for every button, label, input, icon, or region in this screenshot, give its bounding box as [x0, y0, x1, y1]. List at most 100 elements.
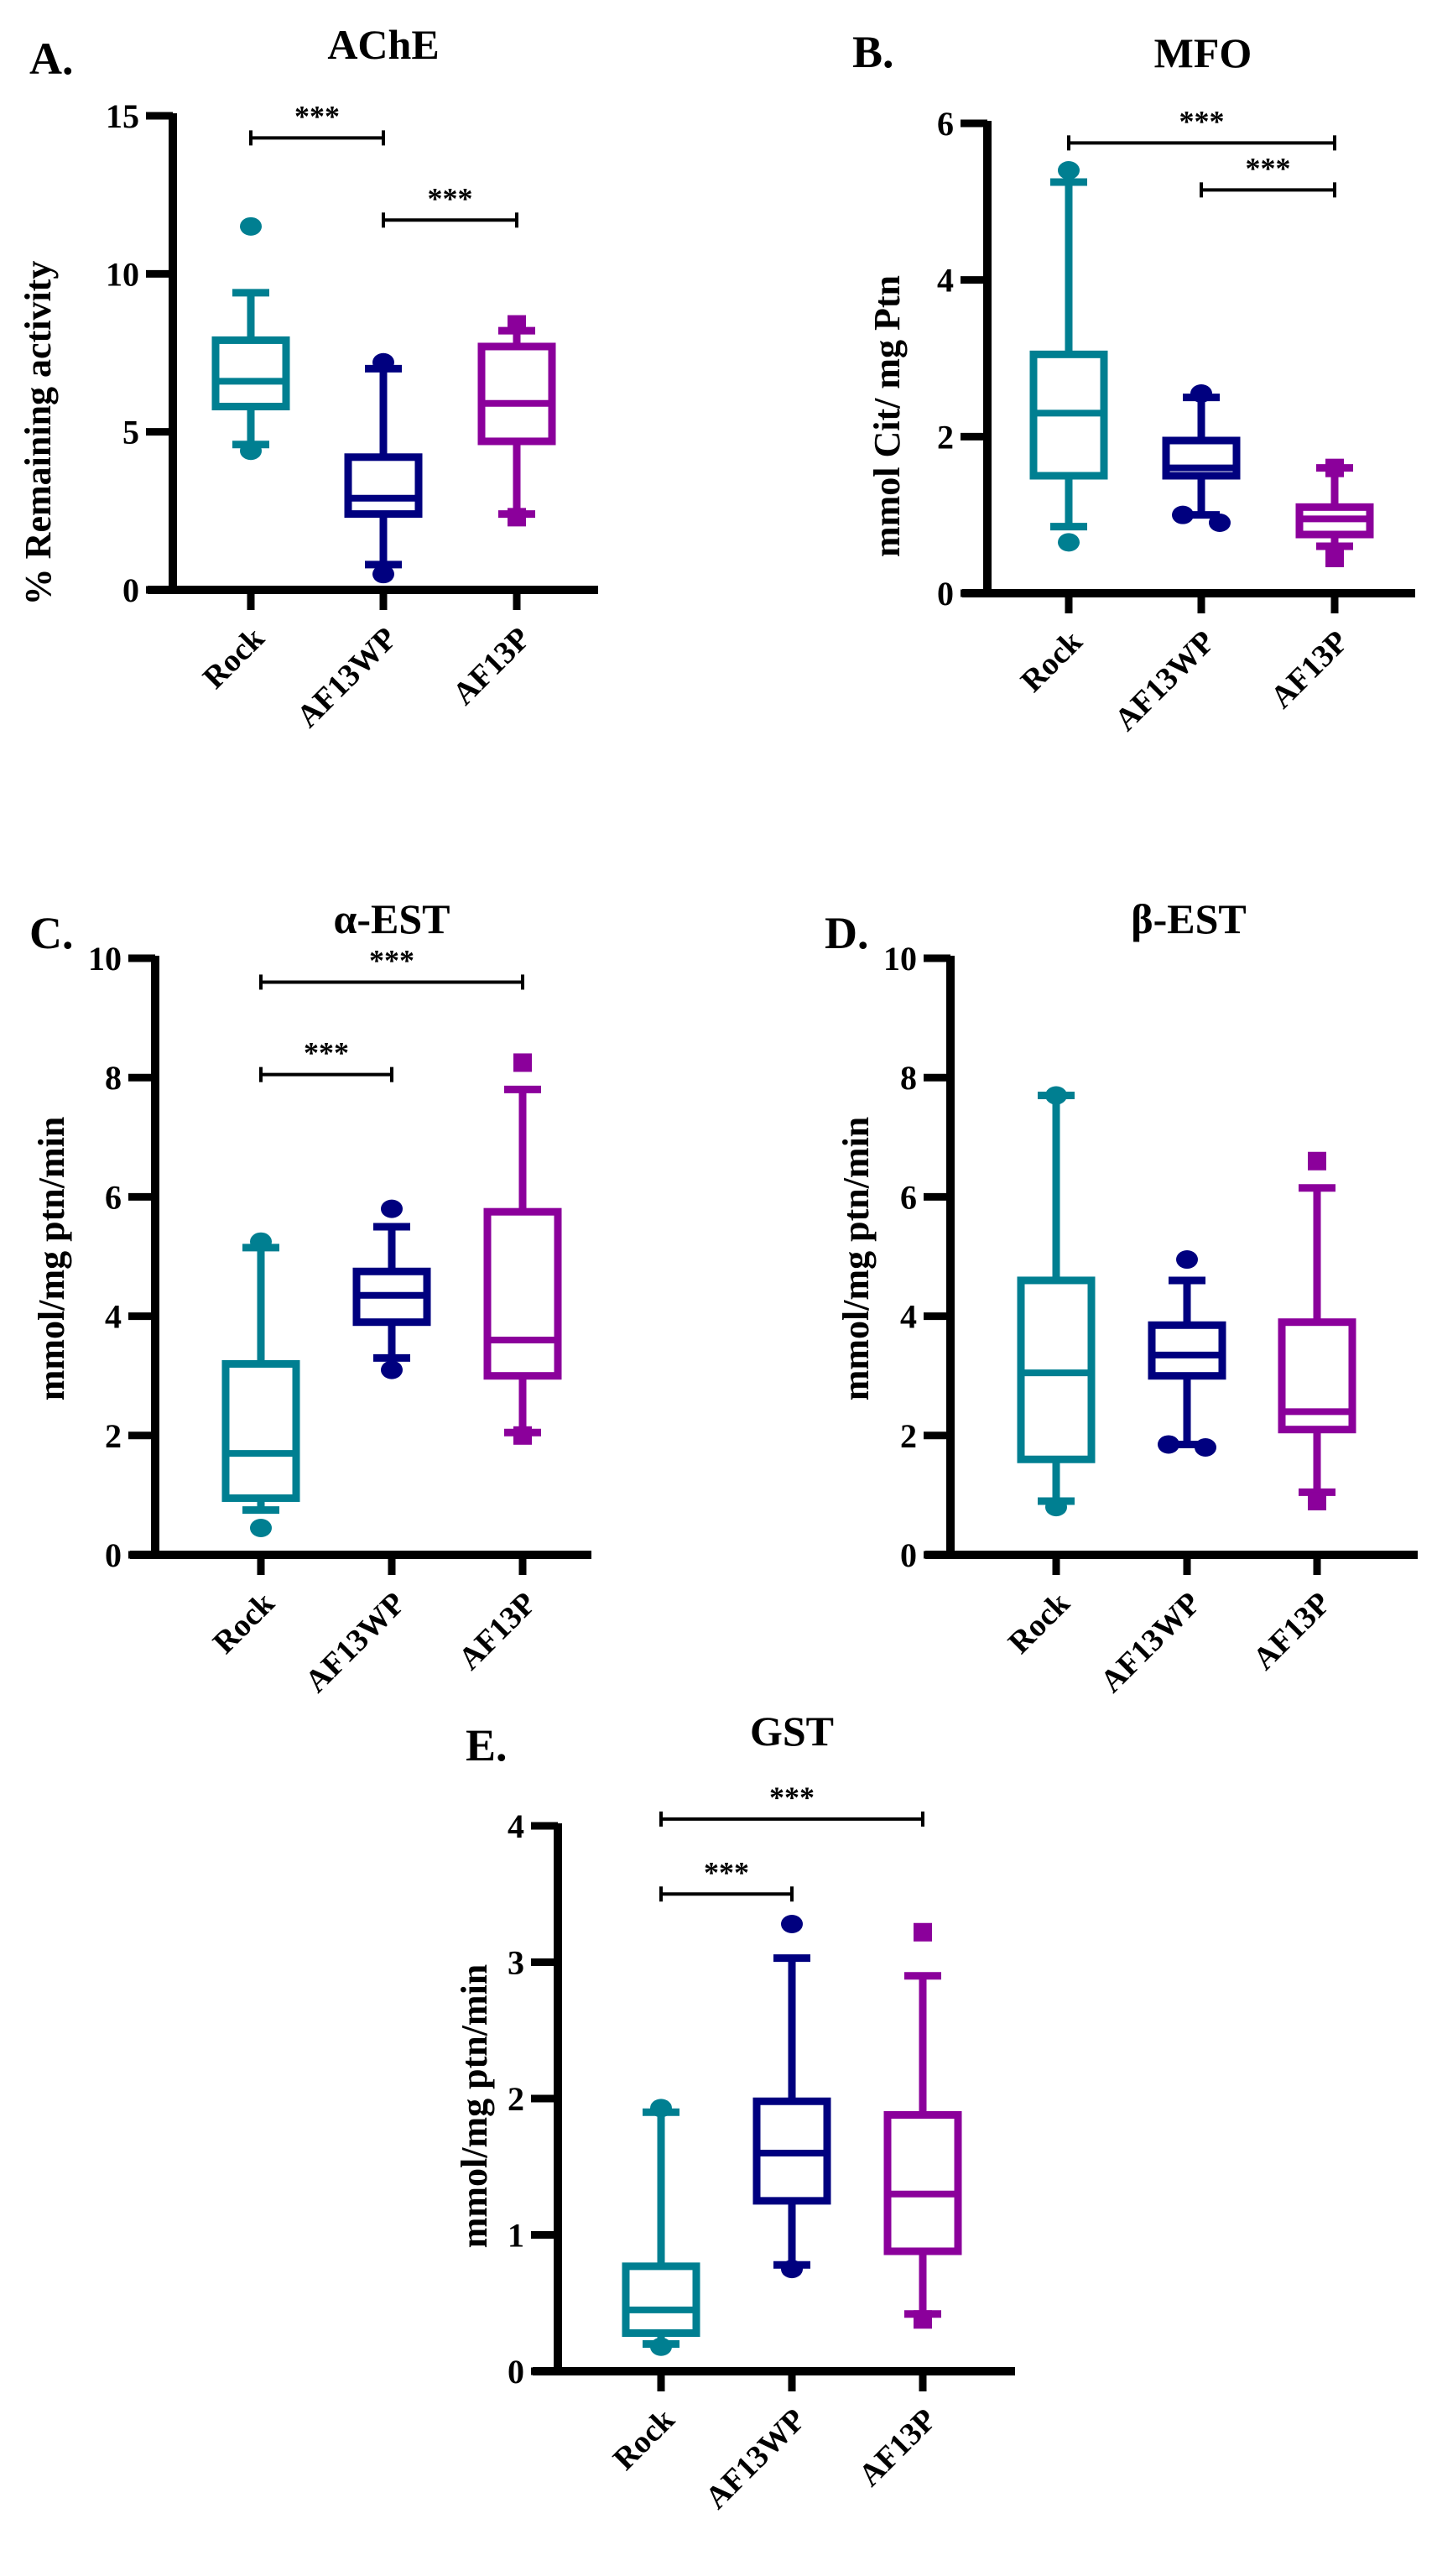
outlier-point: [914, 2310, 932, 2329]
x-tick-label: AF13P: [852, 2402, 944, 2494]
iqr-box: [221, 1359, 300, 1502]
x-tick-label: AF13WP: [299, 1586, 413, 1700]
outlier-point: [650, 2099, 672, 2118]
outlier-point: [1195, 1438, 1216, 1457]
y-tick-label: 0: [122, 571, 139, 609]
outlier-point: [513, 1053, 532, 1072]
outlier-point: [1190, 384, 1212, 403]
outlier-point: [1325, 458, 1344, 477]
outlier-point: [1325, 549, 1344, 567]
box-af13p: [883, 1922, 962, 2329]
box-af13p: [1278, 1151, 1356, 1511]
chart-title: β-EST: [1131, 895, 1247, 942]
x-tick-label: AF13P: [446, 621, 538, 712]
x-tick-label: AF13WP: [699, 2402, 813, 2516]
y-tick-label: 10: [88, 940, 122, 978]
y-tick-label: 2: [105, 1417, 122, 1455]
significance-bracket: ***: [382, 181, 518, 228]
outlier-point: [372, 565, 394, 584]
y-tick-label: 2: [900, 1417, 917, 1455]
outlier-point: [781, 2260, 803, 2279]
outlier-point: [1045, 1498, 1067, 1517]
outlier-point: [381, 1199, 403, 1218]
y-tick-label: 2: [937, 418, 954, 456]
significance-label: ***: [428, 181, 473, 215]
x-tick-label: AF13WP: [290, 621, 404, 735]
x-tick-label: Rock: [607, 2401, 682, 2477]
outlier-point: [240, 216, 262, 236]
y-axis-label: mmol/mg ptn/min: [31, 1117, 72, 1401]
significance-bracket: ***: [249, 99, 385, 146]
box-af13wp: [1148, 1250, 1226, 1457]
y-tick-label: 4: [937, 262, 954, 300]
box-af13wp: [1162, 384, 1241, 532]
chart-panel-b: B. MFO mmol Cit/ mg Ptn 0 2 4 6 Rock AF13WP AF13P…: [852, 27, 1415, 738]
box-af13p: [483, 1053, 562, 1445]
y-tick-label: 8: [900, 1059, 917, 1097]
outlier-point: [1158, 1435, 1179, 1454]
outlier-point: [250, 1232, 272, 1251]
significance-bracket: ***: [1200, 151, 1336, 198]
y-tick-label: 8: [105, 1059, 122, 1097]
box-rock: [1029, 161, 1108, 552]
y-tick-label: 3: [508, 1944, 524, 1982]
chart-panel-e: E. GST mmol/mg ptn/min 0 1 2 3 4 Rock AF13WP AF13P…: [454, 1708, 1015, 2516]
significance-label: ***: [769, 1781, 815, 1814]
y-tick-label: 6: [937, 105, 954, 143]
panel-label: B.: [852, 27, 894, 77]
box-af13wp: [344, 352, 423, 584]
y-tick-label: 5: [122, 414, 139, 451]
outlier-point: [650, 2337, 672, 2356]
y-tick-label: 6: [900, 1178, 917, 1216]
y-tick-label: 2: [508, 2080, 524, 2118]
outlier-point: [513, 1426, 532, 1445]
box-rock: [622, 2099, 700, 2356]
y-tick-label: 10: [883, 940, 917, 978]
significance-label: ***: [304, 1036, 349, 1070]
y-axis-label: mmol/mg ptn/min: [836, 1117, 877, 1401]
y-tick-label: 10: [106, 255, 139, 293]
box-af13wp: [352, 1199, 431, 1379]
panel-label: E.: [466, 1720, 508, 1770]
chart-title: GST: [750, 1708, 834, 1755]
y-tick-label: 0: [900, 1536, 917, 1574]
outlier-point: [781, 1915, 803, 1933]
y-tick-label: 4: [900, 1298, 917, 1336]
chart-title: α-EST: [333, 895, 450, 942]
y-tick-label: 15: [106, 97, 139, 135]
outlier-point: [240, 441, 262, 461]
outlier-point: [1209, 514, 1231, 532]
outlier-point: [508, 315, 526, 334]
outlier-point: [914, 1922, 932, 1942]
y-axis-label: mmol/mg ptn/min: [454, 1964, 495, 2249]
outlier-point: [508, 508, 526, 527]
outlier-point: [1172, 505, 1194, 524]
x-tick-label: Rock: [206, 1585, 282, 1661]
y-tick-label: 4: [105, 1298, 122, 1336]
chart-title: AChE: [327, 21, 439, 68]
box-rock: [1017, 1086, 1096, 1517]
box-rock: [211, 216, 290, 461]
outlier-point: [381, 1360, 403, 1379]
y-tick-label: 0: [937, 575, 954, 613]
box-af13p: [1295, 458, 1374, 567]
y-tick-label: 0: [105, 1536, 122, 1574]
y-tick-label: 4: [508, 1807, 524, 1845]
y-axis-label: % Remaining activity: [18, 261, 59, 606]
outlier-point: [1045, 1086, 1067, 1105]
significance-bracket: ***: [259, 1036, 393, 1082]
outlier-point: [1308, 1492, 1326, 1511]
outlier-point: [1176, 1250, 1198, 1270]
significance-bracket: ***: [259, 943, 524, 990]
significance-bracket: ***: [659, 1855, 794, 1902]
chart-panel-c: C. α-EST mmol/mg ptn/min 0 2 4 6 8 10 Rock AF13WP A…: [29, 895, 591, 1699]
x-tick-label: Rock: [1014, 623, 1090, 699]
significance-bracket: ***: [1067, 104, 1336, 151]
panel-label: D.: [825, 908, 869, 958]
significance-label: ***: [369, 943, 414, 977]
outlier-point: [1308, 1151, 1326, 1171]
iqr-box: [344, 453, 423, 519]
panel-label: A.: [29, 34, 74, 84]
panel-label: C.: [29, 908, 74, 958]
